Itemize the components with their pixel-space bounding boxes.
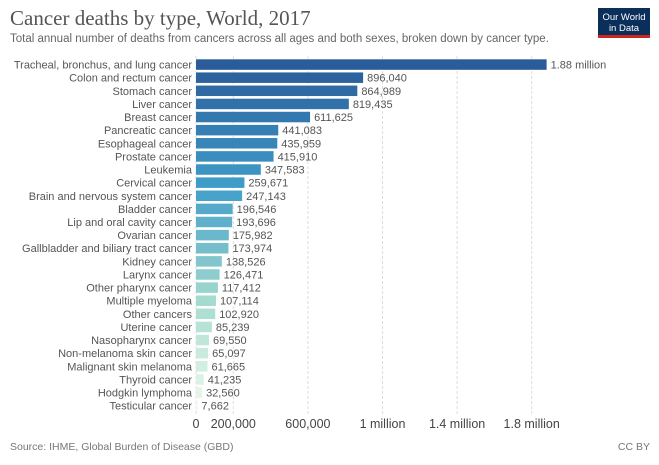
value-label: 441,083 xyxy=(282,125,322,137)
bar xyxy=(196,308,216,320)
value-label: 117,412 xyxy=(222,283,261,295)
value-label: 32,560 xyxy=(206,388,240,400)
x-tick-label: 600,000 xyxy=(285,417,330,431)
value-label: 7,662 xyxy=(201,401,229,413)
bar xyxy=(196,72,364,83)
bar xyxy=(196,295,216,306)
category-label: Other cancers xyxy=(123,309,193,321)
value-label: 175,982 xyxy=(233,230,273,242)
value-label: 196,546 xyxy=(237,204,277,216)
bar xyxy=(196,374,204,385)
value-label: 864,989 xyxy=(361,86,401,98)
bar xyxy=(196,124,279,136)
bar xyxy=(196,334,209,346)
bar xyxy=(196,203,233,215)
bar xyxy=(196,151,274,162)
value-label: 1.88 million xyxy=(551,60,607,72)
value-label: 65,097 xyxy=(212,348,246,360)
x-tick-label: 1.8 million xyxy=(504,417,560,431)
category-label: Breast cancer xyxy=(124,112,192,124)
category-label: Bladder cancer xyxy=(118,204,192,216)
value-label: 107,114 xyxy=(220,296,259,308)
bar xyxy=(196,282,218,293)
category-label: Uterine cancer xyxy=(120,322,192,334)
category-label: Multiple myeloma xyxy=(106,296,192,308)
bar xyxy=(196,177,245,188)
category-label: Colon and rectum cancer xyxy=(69,73,192,85)
value-label: 819,435 xyxy=(353,99,393,111)
chart-title: Cancer deaths by type, World, 2017 xyxy=(10,6,311,30)
value-label: 41,235 xyxy=(208,374,242,386)
bar xyxy=(196,85,358,97)
bar xyxy=(196,387,203,398)
category-label: Ovarian cancer xyxy=(117,230,192,242)
value-label: 611,625 xyxy=(314,112,353,124)
bar xyxy=(196,400,198,411)
bar xyxy=(196,111,311,123)
value-label: 61,665 xyxy=(212,361,246,373)
bar xyxy=(196,164,261,175)
logo-line-2: in Data xyxy=(608,23,640,34)
value-label: 347,583 xyxy=(265,165,305,177)
source-note[interactable]: Source: IHME, Global Burden of Disease (… xyxy=(10,441,234,453)
bar xyxy=(196,229,229,241)
category-label: Other pharynx cancer xyxy=(86,283,192,295)
owid-logo[interactable]: Our World in Data xyxy=(598,8,650,38)
bar xyxy=(196,190,243,202)
category-label: Gallbladder and biliary tract cancer xyxy=(22,243,192,255)
category-label: Leukemia xyxy=(144,165,193,177)
category-label: Non-melanoma skin cancer xyxy=(58,348,192,360)
category-label: Prostate cancer xyxy=(115,151,192,163)
value-label: 435,959 xyxy=(281,138,321,150)
license-link[interactable]: CC BY xyxy=(617,441,650,453)
x-tick-label: 1.4 million xyxy=(429,417,485,431)
bar xyxy=(196,347,209,359)
category-label: Lip and oral cavity cancer xyxy=(67,217,192,229)
category-label: Tracheal, bronchus, and lung cancer xyxy=(14,60,192,72)
logo-line-1: Our World xyxy=(602,12,646,23)
category-label: Malignant skin melanoma xyxy=(67,361,193,373)
bar xyxy=(196,361,208,372)
value-label: 85,239 xyxy=(216,322,250,334)
value-label: 247,143 xyxy=(246,191,286,203)
value-label: 126,471 xyxy=(224,269,264,281)
category-label: Stomach cancer xyxy=(113,86,193,98)
value-label: 259,671 xyxy=(248,178,288,190)
value-label: 415,910 xyxy=(278,151,318,163)
category-label: Liver cancer xyxy=(132,99,192,111)
value-label: 69,550 xyxy=(213,335,247,347)
bar xyxy=(196,98,349,110)
category-label: Brain and nervous system cancer xyxy=(29,191,193,203)
category-label: Esophageal cancer xyxy=(98,138,193,150)
value-label: 102,920 xyxy=(219,309,259,321)
x-tick-label: 0 xyxy=(193,417,200,431)
x-tick-label: 1 million xyxy=(360,417,406,431)
category-label: Kidney cancer xyxy=(122,256,192,268)
bar xyxy=(196,321,212,333)
bar xyxy=(196,242,229,254)
category-label: Testicular cancer xyxy=(109,401,192,413)
category-label: Thyroid cancer xyxy=(119,374,192,386)
bar xyxy=(196,216,233,228)
bar xyxy=(196,269,220,280)
value-label: 896,040 xyxy=(367,73,407,85)
category-label: Hodgkin lymphoma xyxy=(98,388,193,400)
bar xyxy=(196,138,278,149)
category-label: Nasopharynx cancer xyxy=(91,335,192,347)
value-label: 193,696 xyxy=(236,217,276,229)
chart-subtitle: Total annual number of deaths from cance… xyxy=(10,33,549,45)
category-label: Larynx cancer xyxy=(123,269,192,281)
bar xyxy=(196,59,547,70)
value-label: 138,526 xyxy=(226,256,266,268)
x-tick-label: 200,000 xyxy=(211,417,256,431)
category-label: Cervical cancer xyxy=(116,178,192,190)
bar xyxy=(196,256,222,267)
category-label: Pancreatic cancer xyxy=(104,125,192,137)
value-label: 173,974 xyxy=(232,243,272,255)
